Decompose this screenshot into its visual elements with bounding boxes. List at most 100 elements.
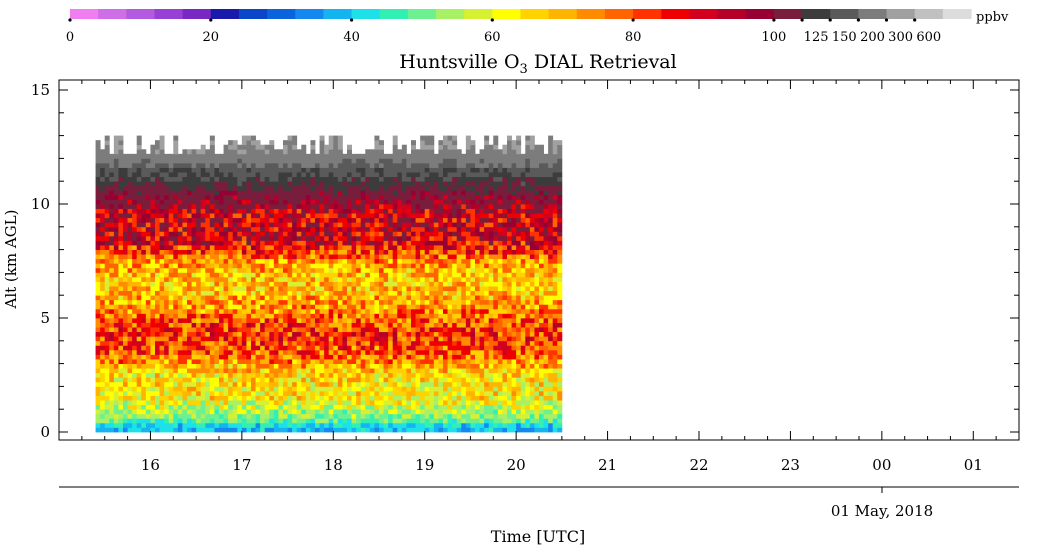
heatmap-cell (232, 304, 238, 310)
heatmap-cell (310, 422, 316, 428)
heatmap-cell (392, 427, 398, 433)
heatmap-cell (443, 162, 448, 168)
heatmap-cell (328, 281, 334, 287)
heatmap-cell (283, 176, 288, 182)
heatmap-cell (118, 249, 124, 255)
heatmap-cell (347, 235, 352, 241)
heatmap-cell (429, 418, 435, 424)
heatmap-cell (383, 235, 389, 241)
heatmap-cell (141, 222, 147, 228)
heatmap-cell (301, 213, 307, 219)
heatmap-cell (196, 336, 202, 342)
heatmap-cell (251, 153, 256, 159)
heatmap-cell (246, 213, 252, 219)
heatmap-cell (164, 372, 170, 378)
heatmap-cell (113, 185, 119, 191)
heatmap-cell (447, 295, 453, 301)
heatmap-cell (104, 135, 110, 141)
heatmap-cell (228, 162, 234, 168)
heatmap-cell (264, 409, 270, 415)
heatmap-cell (447, 190, 453, 196)
heatmap-cell (411, 340, 416, 346)
heatmap-cell (228, 422, 234, 428)
heatmap-cell (228, 299, 234, 305)
heatmap-cell (251, 258, 256, 264)
heatmap-cell (109, 213, 115, 219)
heatmap-cell (356, 377, 362, 383)
heatmap-cell (429, 217, 435, 223)
heatmap-cell (392, 377, 398, 383)
heatmap-cell (155, 267, 160, 273)
heatmap-cell (228, 272, 234, 278)
heatmap-cell (141, 153, 147, 159)
heatmap-cell (109, 194, 115, 200)
heatmap-cell (136, 304, 142, 310)
heatmap-cell (187, 240, 192, 246)
heatmap-cell (205, 231, 211, 237)
heatmap-cell (237, 404, 243, 410)
heatmap-cell (420, 213, 426, 219)
heatmap-cell (182, 313, 188, 319)
heatmap-cell (347, 386, 352, 392)
heatmap-cell (433, 263, 439, 269)
heatmap-cell (214, 213, 220, 219)
heatmap-cell (424, 286, 430, 292)
heatmap-cell (187, 427, 192, 433)
heatmap-cell (351, 395, 357, 401)
heatmap-cell (315, 427, 320, 433)
heatmap-cell (136, 318, 142, 323)
heatmap-cell (356, 267, 362, 273)
heatmap-cell (118, 204, 124, 209)
heatmap-cell (104, 245, 110, 250)
heatmap-cell (433, 395, 439, 401)
heatmap-cell (155, 226, 160, 232)
heatmap-cell (447, 390, 453, 396)
heatmap-cell (209, 172, 215, 178)
heatmap-cell (333, 263, 339, 269)
heatmap-cell (136, 368, 142, 374)
heatmap-cell (273, 368, 279, 374)
heatmap-cell (443, 427, 448, 433)
heatmap-cell (315, 295, 320, 301)
heatmap-cell (342, 340, 348, 346)
heatmap-cell (200, 258, 206, 264)
heatmap-cell (251, 427, 256, 433)
heatmap-cell (360, 185, 366, 191)
heatmap-cell (319, 390, 325, 396)
heatmap-cell (315, 363, 320, 369)
heatmap-cell (173, 185, 179, 191)
heatmap-cell (287, 181, 293, 187)
heatmap-cell (301, 199, 307, 205)
heatmap-cell (214, 258, 220, 264)
heatmap-cell (438, 368, 444, 374)
heatmap-cell (214, 413, 220, 419)
heatmap-cell (388, 181, 394, 187)
heatmap-cell (264, 413, 270, 419)
heatmap-cell (351, 176, 357, 182)
heatmap-cell (443, 281, 448, 287)
heatmap-cell (319, 318, 325, 323)
heatmap-cell (287, 404, 293, 410)
heatmap-cell (347, 354, 352, 360)
heatmap-cell (278, 381, 284, 387)
heatmap-cell (155, 185, 160, 191)
heatmap-cell (379, 354, 384, 360)
heatmap-cell (292, 413, 298, 419)
heatmap-cell (305, 318, 311, 323)
heatmap-cell (296, 418, 302, 424)
heatmap-cell (447, 308, 453, 314)
heatmap-cell (305, 245, 311, 250)
heatmap-cell (228, 395, 234, 401)
heatmap-cell (155, 281, 160, 287)
heatmap-cell (205, 400, 211, 406)
heatmap-cell (424, 144, 430, 150)
heatmap-cell (337, 231, 343, 237)
heatmap-cell (109, 245, 115, 250)
heatmap-cell (379, 167, 384, 173)
heatmap-cell (397, 240, 403, 246)
heatmap-cell (141, 272, 147, 278)
colorbar-segment (70, 9, 99, 19)
heatmap-cell (164, 390, 170, 396)
heatmap-cell (255, 267, 261, 273)
heatmap-cell (269, 162, 275, 168)
